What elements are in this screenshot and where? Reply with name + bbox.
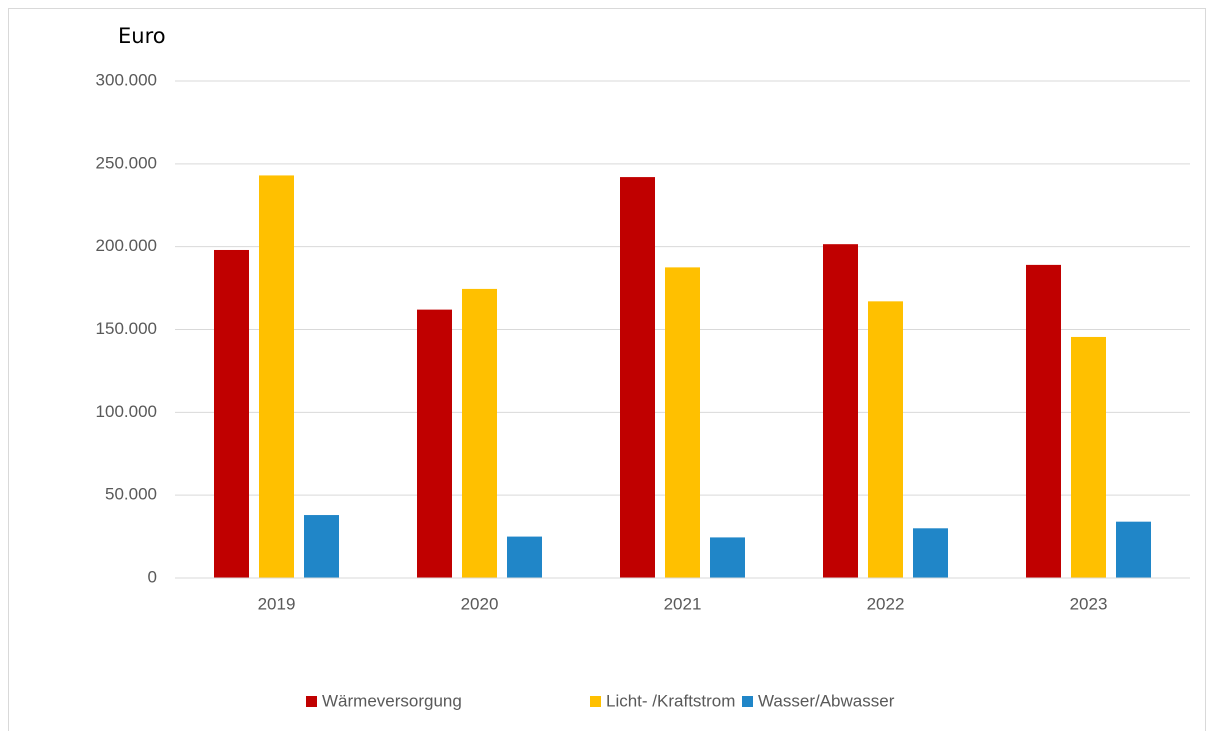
x-tick-label: 2020 — [461, 594, 499, 613]
y-tick-label: 0 — [148, 567, 157, 586]
y-tick-label: 100.000 — [96, 402, 157, 421]
x-tick-label: 2021 — [664, 594, 702, 613]
legend-swatch — [306, 696, 317, 707]
legend-label: Wasser/Abwasser — [758, 691, 895, 710]
bar — [913, 528, 948, 578]
bar — [710, 537, 745, 578]
bar — [620, 177, 655, 578]
y-tick-label: 150.000 — [96, 319, 157, 338]
y-tick-label: 200.000 — [96, 236, 157, 255]
bar — [507, 536, 542, 578]
y-axis-label: Euro — [118, 24, 166, 48]
legend-swatch — [590, 696, 601, 707]
legend-label: Wärmeversorgung — [322, 691, 462, 710]
bar — [462, 288, 497, 578]
chart-border — [8, 8, 1206, 731]
bar — [304, 515, 339, 578]
bar — [214, 249, 249, 579]
legend-label: Licht- /Kraftstrom — [606, 691, 735, 710]
x-tick-label: 2019 — [258, 594, 296, 613]
bar — [1116, 521, 1151, 578]
bar — [417, 309, 452, 578]
y-tick-label: 300.000 — [96, 70, 157, 89]
bar — [1071, 336, 1106, 578]
bar — [665, 267, 700, 578]
legend-swatch — [742, 696, 753, 707]
y-tick-label: 250.000 — [96, 153, 157, 172]
x-tick-label: 2022 — [867, 594, 905, 613]
x-tick-label: 2023 — [1070, 594, 1108, 613]
bar — [259, 175, 294, 578]
bar — [1026, 264, 1061, 578]
bar — [868, 301, 903, 578]
y-tick-label: 50.000 — [105, 485, 157, 504]
bar — [823, 244, 858, 578]
